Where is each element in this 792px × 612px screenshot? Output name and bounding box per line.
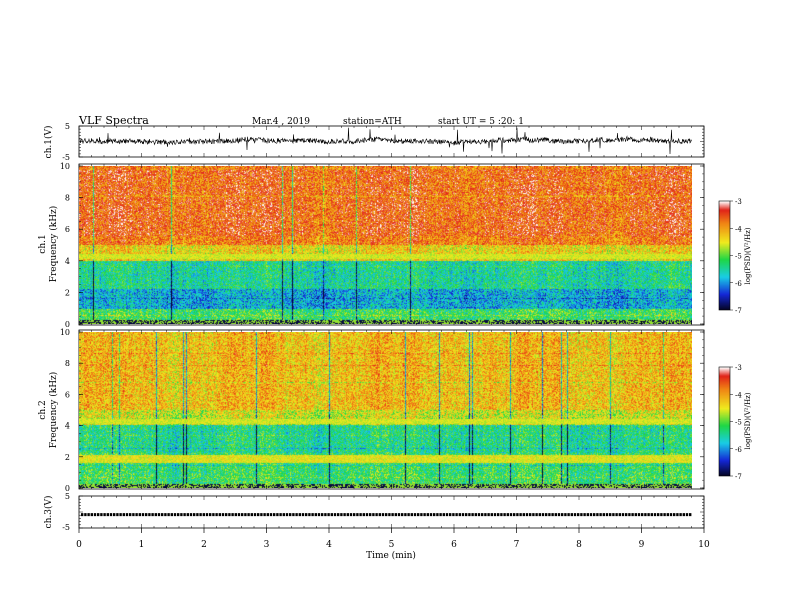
y-tick-label: 6 bbox=[65, 225, 70, 234]
y-tick-label: 6 bbox=[65, 390, 70, 399]
ch2-spectrogram-ylabel: Frequency (kHz) bbox=[48, 372, 59, 449]
x-tick-label: 4 bbox=[326, 540, 332, 550]
colorbar-tick-label: -3 bbox=[735, 364, 742, 372]
y-tick-label: 10 bbox=[60, 328, 70, 337]
ch2-spectrogram-image bbox=[79, 332, 692, 488]
start-time-label: start UT = 5 :20: 1 bbox=[438, 117, 524, 127]
colorbar-tick-label: -4 bbox=[735, 225, 742, 233]
ch1-ytick-bottom: -5 bbox=[62, 153, 70, 162]
x-axis: 0 1 2 3 4 5 6 7 8 9 10 bbox=[76, 126, 710, 550]
colorbar-tick-label: -3 bbox=[735, 198, 742, 206]
colorbar-tick-label: -5 bbox=[735, 419, 742, 427]
x-tick-label: 1 bbox=[139, 540, 145, 550]
x-tick-label: 9 bbox=[639, 540, 645, 550]
ch2-spectrogram-ylabel-top: ch.2 bbox=[38, 400, 48, 419]
x-tick-label: 10 bbox=[698, 540, 710, 550]
y-tick-label: 8 bbox=[65, 194, 70, 203]
x-tick-label: 3 bbox=[264, 540, 270, 550]
date-label: Mar.4 , 2019 bbox=[252, 117, 310, 127]
x-tick-label: 0 bbox=[76, 540, 82, 550]
y-tick-label: 0 bbox=[65, 484, 70, 493]
y-tick-label: 8 bbox=[65, 359, 70, 368]
ch1-waveform-line bbox=[79, 127, 692, 155]
colorbar-tick-label: -5 bbox=[735, 253, 742, 261]
y-tick-label: 4 bbox=[65, 422, 70, 431]
ch1-colorbar-label: log(PSD)(V²/Hz) bbox=[744, 227, 752, 284]
x-tick-label: 7 bbox=[514, 540, 520, 550]
y-tick-label: 2 bbox=[65, 453, 70, 462]
ch1-ytick-top: 5 bbox=[65, 122, 70, 131]
x-tick-label: 2 bbox=[201, 540, 207, 550]
ch2-colorbar bbox=[719, 367, 730, 476]
ch2-colorbar-label: log(PSD)(V²/Hz) bbox=[744, 392, 752, 449]
ch1-spectrogram-ylabel: Frequency (kHz) bbox=[48, 206, 59, 283]
colorbar-tick-label: -7 bbox=[735, 307, 742, 315]
y-tick-label: 2 bbox=[65, 288, 70, 297]
ch3-waveform-frame bbox=[78, 495, 705, 529]
colorbar-tick-label: -4 bbox=[735, 391, 742, 399]
y-tick-label: 0 bbox=[65, 320, 70, 329]
x-axis-label: Time (min) bbox=[366, 550, 416, 561]
ch3-waveform-panel: 5 -5 ch.3(V) bbox=[43, 492, 705, 532]
ch1-colorbar bbox=[719, 201, 730, 310]
x-tick-label: 8 bbox=[576, 540, 582, 550]
ch3-ytick-bottom: -5 bbox=[62, 523, 70, 532]
ch1-spectrogram-image bbox=[79, 166, 692, 324]
colorbar-tick-label: -7 bbox=[735, 473, 742, 481]
ch3-waveform-ylabel: ch.3(V) bbox=[43, 496, 54, 529]
figure-title: VLF Spectra bbox=[78, 114, 149, 127]
y-tick-label: 10 bbox=[60, 162, 70, 171]
ch1-waveform-ylabel: ch.1(V) bbox=[43, 126, 54, 159]
x-tick-label: 5 bbox=[389, 540, 395, 550]
colorbar-tick-label: -6 bbox=[735, 280, 742, 288]
colorbar-tick-label: -6 bbox=[735, 446, 742, 454]
station-label: station=ATH bbox=[343, 117, 402, 127]
ch1-waveform-panel: 5 -5 ch.1(V) bbox=[43, 122, 705, 162]
ch3-ytick-top: 5 bbox=[65, 492, 70, 501]
ch1-spectrogram-ylabel-top: ch.1 bbox=[38, 234, 48, 253]
y-tick-label: 4 bbox=[65, 257, 70, 266]
x-tick-label: 6 bbox=[451, 540, 457, 550]
